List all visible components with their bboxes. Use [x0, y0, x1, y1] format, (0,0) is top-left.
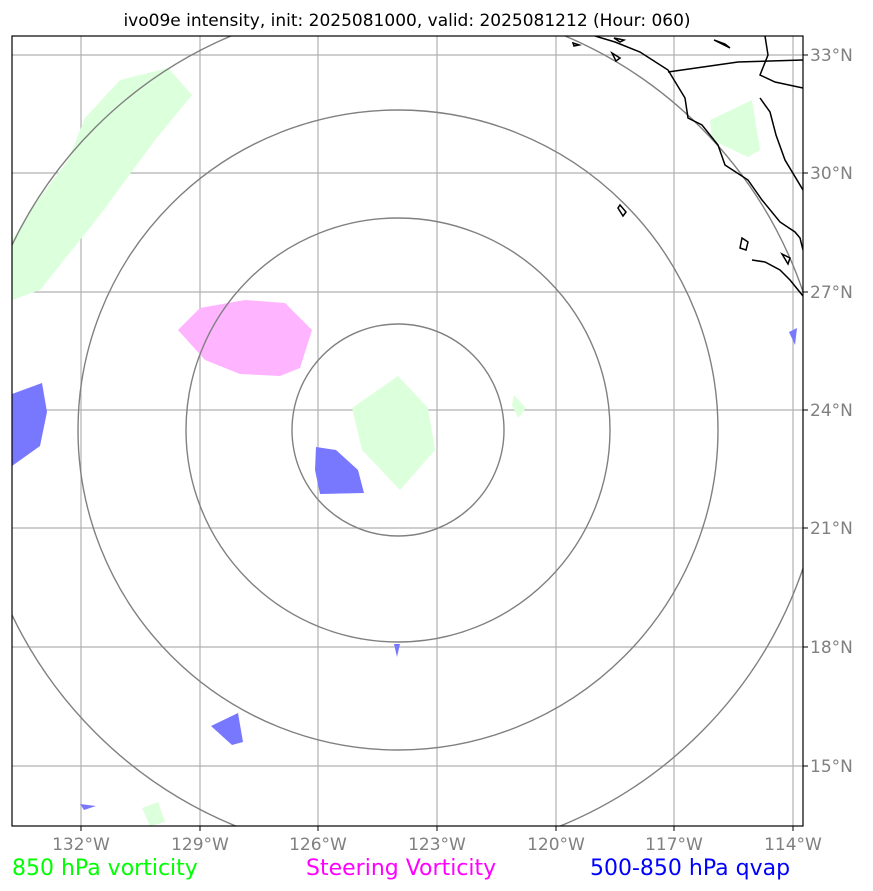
- island-1: [617, 203, 627, 218]
- lon-labels: 132°W 129°W 126°W 123°W 120°W 117°W 114°…: [52, 835, 822, 855]
- lat-label: 21°N: [810, 519, 853, 539]
- lon-label: 117°W: [645, 835, 703, 855]
- distance-rings: [12, 36, 803, 826]
- island-4: [571, 41, 582, 47]
- vorticity-area-east: [512, 395, 526, 418]
- mainland-mexico-coast: [751, 259, 803, 297]
- lat-label: 15°N: [810, 757, 853, 777]
- graticule: [12, 36, 803, 826]
- lon-label: 132°W: [52, 835, 110, 855]
- lon-tick-marks: [80, 826, 794, 831]
- island-7: [780, 252, 791, 266]
- map-title: ivo09e intensity, init: 2025081000, vali…: [123, 11, 690, 31]
- vorticity-area-center: [352, 376, 435, 490]
- qvap-area-southwest: [80, 804, 96, 810]
- vorticity-850-areas: [12, 68, 760, 826]
- ring-inner: [291, 323, 505, 537]
- island-3: [610, 50, 622, 63]
- qvap-area-west: [12, 383, 47, 466]
- island-5: [713, 39, 731, 49]
- island-6: [613, 37, 627, 43]
- lat-label: 18°N: [810, 638, 853, 658]
- steering-area: [178, 300, 312, 376]
- lat-tick-marks: [803, 54, 808, 767]
- legend-steering-vorticity: Steering Vorticity: [306, 856, 496, 881]
- ring-second: [185, 217, 611, 643]
- qvap-area-center: [315, 447, 364, 494]
- us-mexico-border: [667, 59, 803, 73]
- legend: 850 hPa vorticity Steering Vorticity 500…: [12, 856, 790, 881]
- lon-label: 120°W: [527, 835, 585, 855]
- vorticity-area-south: [142, 802, 165, 826]
- map-area: [12, 36, 803, 826]
- qvap-area-south: [211, 713, 243, 745]
- lon-label: 114°W: [764, 835, 822, 855]
- baja-coast-east: [759, 97, 803, 191]
- steering-vorticity-areas: [178, 300, 312, 376]
- legend-qvap: 500-850 hPa qvap: [590, 856, 790, 881]
- baja-coast-west: [594, 36, 803, 251]
- lat-label: 33°N: [810, 46, 853, 66]
- lon-label: 129°W: [171, 835, 229, 855]
- lat-label: 30°N: [810, 164, 853, 184]
- legend-vorticity-850: 850 hPa vorticity: [12, 856, 198, 881]
- lon-label: 126°W: [289, 835, 347, 855]
- map-frame: [11, 35, 804, 827]
- qvap-areas: [12, 328, 797, 810]
- lon-label: 123°W: [408, 835, 466, 855]
- qvap-area-small-south: [394, 644, 400, 657]
- vorticity-area-northwest: [12, 68, 192, 300]
- lat-label: 27°N: [810, 283, 853, 303]
- lat-labels: 33°N 30°N 27°N 24°N 21°N 18°N 15°N: [810, 46, 853, 777]
- vorticity-area-northeast: [710, 100, 760, 157]
- lat-label: 24°N: [810, 401, 853, 421]
- gulf-coast-upper: [759, 36, 803, 89]
- coastlines: [571, 36, 803, 297]
- ring-third: [77, 109, 719, 751]
- qvap-area-east: [789, 328, 797, 345]
- island-2: [739, 236, 749, 251]
